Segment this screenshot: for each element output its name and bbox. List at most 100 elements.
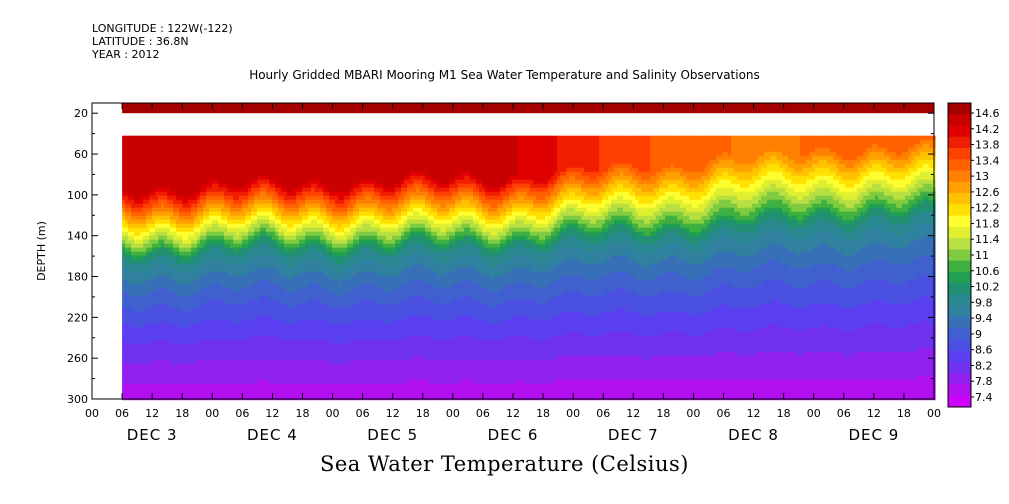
heatmap-cell	[167, 247, 171, 253]
heatmap-cell	[266, 359, 270, 365]
heatmap-cell	[215, 167, 219, 173]
heatmap-cell	[182, 347, 186, 353]
heatmap-cell	[170, 219, 174, 225]
heatmap-cell	[143, 311, 147, 317]
heatmap-cell	[254, 251, 258, 257]
heatmap-cell	[140, 327, 144, 333]
heatmap-cell	[347, 299, 351, 305]
heatmap-cell	[341, 279, 345, 285]
heatmap-cell	[140, 351, 144, 357]
heatmap-cell	[209, 339, 213, 345]
heatmap-cell	[173, 363, 177, 369]
heatmap-cell	[134, 187, 138, 193]
heatmap-cell	[233, 235, 237, 241]
heatmap-cell	[125, 211, 129, 217]
heatmap-cell	[224, 187, 228, 193]
heatmap-cell	[176, 343, 180, 349]
heatmap-cell	[167, 383, 171, 389]
heatmap-cell	[260, 187, 264, 193]
heatmap-cell	[125, 387, 129, 393]
heatmap-cell	[155, 231, 159, 237]
heatmap-cell	[185, 203, 189, 209]
heatmap-cell	[248, 135, 252, 141]
heatmap-cell	[320, 387, 324, 393]
heatmap-cell	[326, 247, 330, 253]
heatmap-cell	[338, 211, 342, 217]
heatmap-cell	[326, 167, 330, 173]
heatmap-cell	[335, 287, 339, 293]
heatmap-cell	[308, 171, 312, 177]
heatmap-cell	[128, 323, 132, 329]
heatmap-cell	[131, 383, 135, 389]
heatmap-cell	[248, 387, 252, 393]
heatmap-cell	[344, 347, 348, 353]
heatmap-cell	[218, 235, 222, 241]
heatmap-cell	[209, 279, 213, 285]
heatmap-cell	[266, 163, 270, 169]
heatmap-cell	[311, 203, 315, 209]
heatmap-cell	[266, 371, 270, 377]
heatmap-cell	[182, 151, 186, 157]
heatmap-cell	[194, 227, 198, 233]
heatmap-cell	[284, 239, 288, 245]
heatmap-cell	[158, 307, 162, 313]
heatmap-cell	[188, 383, 192, 389]
heatmap-cell	[206, 319, 210, 325]
heatmap-cell	[299, 379, 303, 385]
heatmap-cell	[191, 195, 195, 201]
heatmap-cell	[221, 263, 225, 269]
heatmap-cell	[167, 255, 171, 261]
heatmap-cell	[281, 139, 285, 145]
heatmap-cell	[131, 195, 135, 201]
heatmap-cell	[242, 151, 246, 157]
heatmap-cell	[203, 231, 207, 237]
heatmap-cell	[317, 139, 321, 145]
heatmap-cell	[317, 275, 321, 281]
heatmap-cell	[311, 367, 315, 373]
heatmap-cell	[293, 355, 297, 361]
heatmap-cell	[305, 247, 309, 253]
heatmap-cell	[155, 259, 159, 265]
heatmap-cell	[137, 167, 141, 173]
heatmap-cell	[191, 379, 195, 385]
heatmap-cell	[245, 179, 249, 185]
heatmap-cell	[176, 147, 180, 153]
heatmap-cell	[341, 291, 345, 297]
heatmap-cell	[203, 295, 207, 301]
heatmap-cell	[311, 139, 315, 145]
heatmap-cell	[230, 179, 234, 185]
heatmap-cell	[347, 263, 351, 269]
heatmap-cell	[143, 199, 147, 205]
heatmap-cell	[122, 391, 126, 397]
heatmap-cell	[320, 251, 324, 257]
heatmap-cell	[296, 155, 300, 161]
heatmap-cell	[140, 215, 144, 221]
heatmap-cell	[200, 291, 204, 297]
heatmap-cell	[299, 207, 303, 213]
heatmap-cell	[335, 391, 339, 397]
heatmap-cell	[239, 159, 243, 165]
heatmap-cell	[323, 175, 327, 181]
heatmap-cell	[263, 311, 267, 317]
heatmap-cell	[206, 167, 210, 173]
heatmap-cell	[179, 395, 183, 401]
heatmap-cell	[224, 159, 228, 165]
heatmap-cell	[284, 251, 288, 257]
heatmap-cell	[215, 215, 219, 221]
heatmap-cell	[122, 191, 126, 197]
heatmap-cell	[218, 383, 222, 389]
heatmap-cell	[152, 379, 156, 385]
heatmap-cell	[308, 387, 312, 393]
heatmap-cell	[347, 159, 351, 165]
heatmap-cell	[236, 147, 240, 153]
heatmap-cell	[203, 167, 207, 173]
heatmap-cell	[170, 295, 174, 301]
heatmap-cell	[320, 275, 324, 281]
heatmap-cell	[335, 339, 339, 345]
heatmap-cell	[158, 223, 162, 229]
heatmap-cell	[179, 339, 183, 345]
heatmap-cell	[209, 383, 213, 389]
heatmap-cell	[275, 319, 279, 325]
heatmap-cell	[254, 275, 258, 281]
heatmap-cell	[242, 323, 246, 329]
